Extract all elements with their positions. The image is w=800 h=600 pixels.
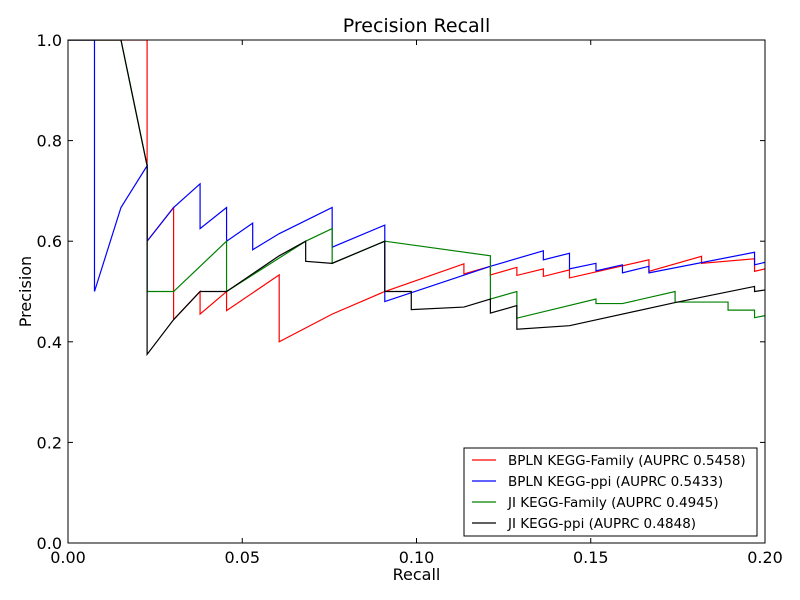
x-tick-label: 0.05 [224,548,260,567]
chart-title: Precision Recall [343,15,491,37]
y-tick-label: 1.0 [37,31,62,50]
legend-label-3: JI KEGG-Family (AUPRC 0.4945) [507,495,719,511]
x-axis-label: Recall [393,565,441,584]
y-tick-label: 0.6 [37,232,62,251]
y-axis: 0.0 0.2 0.4 0.6 0.8 1.0 [37,31,765,553]
legend-label-2: BPLN KEGG-ppi (AUPRC 0.5433) [508,474,723,490]
legend-box [463,447,758,537]
x-axis: 0.00 0.05 0.10 0.15 0.20 [50,40,783,567]
x-tick-label: 0.10 [399,548,435,567]
series-line-4 [68,40,765,357]
series-line-2 [68,40,765,303]
y-tick-label: 0.0 [37,534,62,553]
x-tick-label: 0.20 [747,548,783,567]
series-line-3 [68,40,765,319]
y-tick-label: 0.2 [37,433,62,452]
y-tick-label: 0.8 [37,132,62,151]
series-group [68,40,765,357]
x-tick-label: 0.15 [573,548,609,567]
legend-label-1: BPLN KEGG-Family (AUPRC 0.5458) [508,453,746,469]
x-tick-label: 0.00 [50,548,86,567]
legend: BPLN KEGG-Family (AUPRC 0.5458) BPLN KEGG… [463,447,758,537]
y-tick-label: 0.4 [37,333,62,352]
legend-label-4: JI KEGG-ppi (AUPRC 0.4848) [507,516,696,532]
y-axis-label: Precision [16,256,35,327]
series-line-1 [68,40,765,343]
